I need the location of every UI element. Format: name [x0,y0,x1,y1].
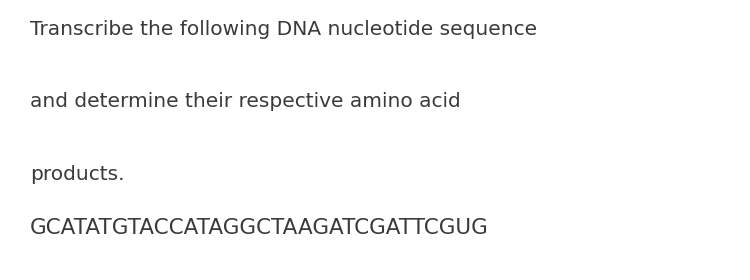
Text: products.: products. [30,165,124,184]
Text: Transcribe the following DNA nucleotide sequence: Transcribe the following DNA nucleotide … [30,20,537,39]
Text: and determine their respective amino acid: and determine their respective amino aci… [30,92,460,111]
Text: GCATATGTACCATAGGCTAAGATCGATTCGUG: GCATATGTACCATAGGCTAAGATCGATTCGUG [30,218,489,238]
